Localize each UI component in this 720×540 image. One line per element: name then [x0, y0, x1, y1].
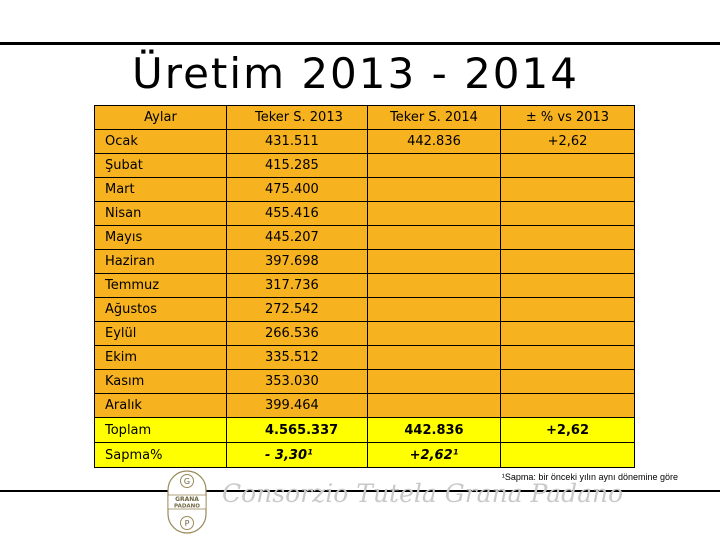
table-row: Temmuz 317.736 [94, 273, 635, 298]
value-2013-cell: 335.512 [226, 345, 368, 370]
change-cell: +2,62 [500, 129, 635, 154]
value-2013-cell: 272.542 [226, 297, 368, 322]
value-2013-cell: 266.536 [226, 321, 368, 346]
total-row: Toplam 4.565.337 442.836 +2,62 [94, 417, 635, 443]
deviation-2014: +2,62¹ [367, 442, 501, 468]
header-month: Aylar [94, 105, 227, 130]
table-row: Kasım 353.030 [94, 369, 635, 394]
table-row: Şubat 415.285 [94, 153, 635, 178]
value-2014-cell [367, 153, 501, 178]
table-row: Nisan 455.416 [94, 201, 635, 226]
value-2013-cell: 399.464 [226, 393, 368, 418]
value-2014-cell [367, 177, 501, 202]
value-2014-cell [367, 321, 501, 346]
month-cell: Aralık [94, 393, 227, 418]
value-2014-cell [367, 225, 501, 250]
month-cell: Temmuz [94, 273, 227, 298]
deviation-label: Sapma% [94, 442, 227, 468]
table-row: Haziran 397.698 [94, 249, 635, 274]
deviation-2013: - 3,30¹ [226, 442, 368, 468]
svg-text:GRANA: GRANA [175, 496, 199, 503]
change-cell [500, 345, 635, 370]
consortium-watermark: Consorzio Tutela Grana Padano [222, 479, 624, 508]
value-2014-cell: 442.836 [367, 129, 501, 154]
table-row: Mayıs 445.207 [94, 225, 635, 250]
value-2013-cell: 455.416 [226, 201, 368, 226]
header-2013: Teker S. 2013 [226, 105, 368, 130]
value-2014-cell [367, 249, 501, 274]
value-2013-cell: 317.736 [226, 273, 368, 298]
grana-padano-logo: G GRANA PADANO P [167, 470, 207, 534]
change-cell [500, 297, 635, 322]
table-row: Mart 475.400 [94, 177, 635, 202]
month-cell: Ocak [94, 129, 227, 154]
value-2014-cell [367, 345, 501, 370]
change-cell [500, 369, 635, 394]
table-row: Ağustos 272.542 [94, 297, 635, 322]
month-cell: Haziran [94, 249, 227, 274]
value-2013-cell: 397.698 [226, 249, 368, 274]
change-cell [500, 393, 635, 418]
value-2014-cell [367, 201, 501, 226]
footnote: ¹Sapma: bir önceki yılın aynı dönemine g… [501, 472, 678, 482]
total-2014: 442.836 [367, 417, 501, 443]
change-cell [500, 201, 635, 226]
month-cell: Mayıs [94, 225, 227, 250]
month-cell: Nisan [94, 201, 227, 226]
table-row: Ocak 431.511 442.836 +2,62 [94, 129, 635, 154]
month-cell: Şubat [94, 153, 227, 178]
table-row: Eylül 266.536 [94, 321, 635, 346]
value-2013-cell: 475.400 [226, 177, 368, 202]
change-cell [500, 177, 635, 202]
table-row: Aralık 399.464 [94, 393, 635, 418]
value-2013-cell: 415.285 [226, 153, 368, 178]
deviation-change [500, 442, 635, 468]
month-cell: Ekim [94, 345, 227, 370]
value-2013-cell: 431.511 [226, 129, 368, 154]
header-2014: Teker S. 2014 [367, 105, 501, 130]
bottom-rule [0, 490, 720, 492]
month-cell: Ağustos [94, 297, 227, 322]
value-2013-cell: 353.030 [226, 369, 368, 394]
svg-text:G: G [184, 477, 190, 486]
change-cell [500, 249, 635, 274]
total-2013: 4.565.337 [226, 417, 368, 443]
header-row: Aylar Teker S. 2013 Teker S. 2014 ± % vs… [94, 105, 635, 130]
change-cell [500, 273, 635, 298]
production-table: Aylar Teker S. 2013 Teker S. 2014 ± % vs… [94, 105, 635, 468]
value-2014-cell [367, 393, 501, 418]
change-cell [500, 225, 635, 250]
total-change: +2,62 [500, 417, 635, 443]
change-cell [500, 153, 635, 178]
month-cell: Kasım [94, 369, 227, 394]
header-change: ± % vs 2013 [500, 105, 635, 130]
svg-text:PADANO: PADANO [174, 504, 200, 510]
page-title: Üretim 2013 - 2014 [132, 49, 579, 98]
total-label: Toplam [94, 417, 227, 443]
month-cell: Eylül [94, 321, 227, 346]
deviation-row: Sapma% - 3,30¹ +2,62¹ [94, 442, 635, 468]
value-2014-cell [367, 273, 501, 298]
value-2013-cell: 445.207 [226, 225, 368, 250]
value-2014-cell [367, 369, 501, 394]
month-cell: Mart [94, 177, 227, 202]
top-rule [0, 42, 720, 45]
svg-text:P: P [185, 519, 190, 528]
change-cell [500, 321, 635, 346]
value-2014-cell [367, 297, 501, 322]
table-row: Ekim 335.512 [94, 345, 635, 370]
